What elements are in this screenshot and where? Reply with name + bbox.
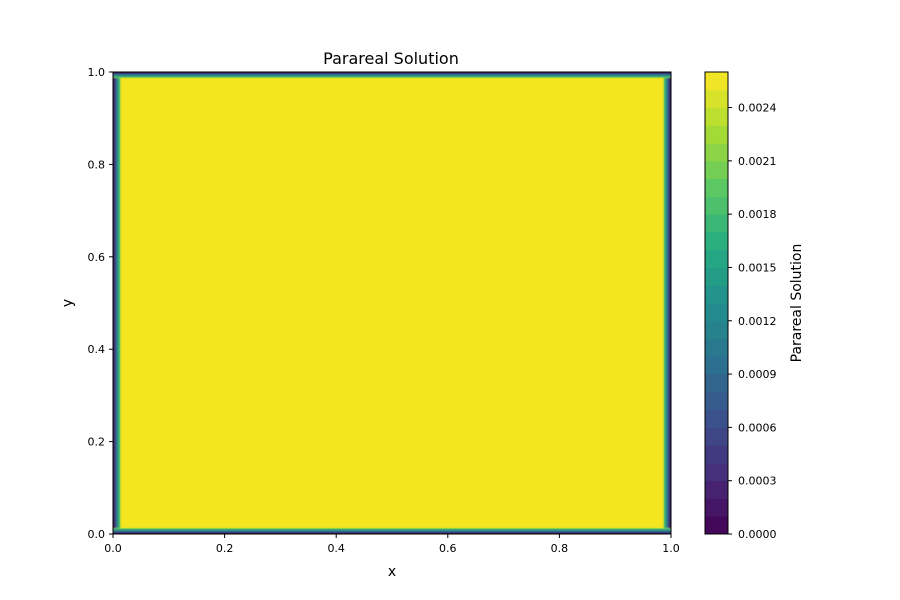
colorbar-tick-label: 0.0006 xyxy=(738,421,777,434)
heatmap-boundary-left xyxy=(113,72,122,534)
colorbar-tick-label: 0.0012 xyxy=(738,315,777,328)
colorbar-band xyxy=(705,445,728,464)
colorbar-band xyxy=(705,125,728,144)
colorbar-tick-label: 0.0003 xyxy=(738,475,777,488)
colorbar-band xyxy=(705,498,728,517)
colorbar-band xyxy=(705,409,728,428)
colorbar-band xyxy=(705,391,728,411)
colorbar-band xyxy=(705,516,728,535)
y-tick-label: 0.6 xyxy=(88,251,106,264)
colorbar-tick-label: 0.0015 xyxy=(738,261,777,274)
x-tick-label: 0.8 xyxy=(551,542,569,555)
colorbar-band xyxy=(705,160,728,180)
colorbar-frame xyxy=(704,71,729,535)
colorbar-band xyxy=(705,462,728,482)
colorbar-tick-label: 0.0009 xyxy=(738,368,777,381)
colorbar-band xyxy=(705,214,728,233)
heatmap-boundary-top xyxy=(113,72,671,79)
y-tick-label: 0.8 xyxy=(88,158,106,171)
x-tick-label: 0.6 xyxy=(439,542,457,555)
y-axis: 0.0 0.2 0.4 0.6 0.8 1.0 xyxy=(88,66,113,541)
y-tick-label: 0.2 xyxy=(88,436,106,449)
x-tick-label: 0.4 xyxy=(327,542,345,555)
colorbar-tick-label: 0.0021 xyxy=(738,155,777,168)
y-tick-label: 0.0 xyxy=(88,528,106,541)
chart-title: Parareal Solution xyxy=(323,49,459,68)
x-tick-label: 0.2 xyxy=(216,542,234,555)
heatmap-interior xyxy=(113,72,671,534)
y-tick-label: 1.0 xyxy=(88,66,106,79)
x-tick-label: 1.0 xyxy=(662,542,680,555)
colorbar-band xyxy=(705,356,728,375)
x-axis: 0.0 0.2 0.4 0.6 0.8 1.0 xyxy=(104,534,680,555)
colorbar-band xyxy=(705,427,728,446)
colorbar-band xyxy=(705,231,728,251)
plot-frame xyxy=(112,71,672,535)
heatmap-boundary-right xyxy=(662,72,671,534)
colorbar-tick-label: 0.0018 xyxy=(738,208,777,221)
colorbar-band xyxy=(705,89,728,109)
colorbar-band xyxy=(705,338,728,357)
colorbar xyxy=(705,72,728,535)
colorbar-band xyxy=(705,196,728,215)
colorbar-band xyxy=(705,143,728,162)
x-tick-label: 0.0 xyxy=(104,542,122,555)
colorbar-tick-label: 0.0024 xyxy=(738,102,777,115)
colorbar-band xyxy=(705,285,728,304)
y-axis-label: y xyxy=(60,299,76,307)
colorbar-band xyxy=(705,480,728,499)
y-tick-label: 0.4 xyxy=(88,343,106,356)
colorbar-band xyxy=(705,178,728,197)
colorbar-band xyxy=(705,303,728,322)
colorbar-band xyxy=(705,267,728,286)
heatmap-field xyxy=(113,72,671,534)
heatmap-boundary-bottom xyxy=(113,527,671,534)
colorbar-band xyxy=(705,374,728,393)
colorbar-band xyxy=(705,72,728,91)
colorbar-tick-label: 0.0000 xyxy=(738,528,777,541)
colorbar-label: Parareal Solution xyxy=(789,244,805,363)
colorbar-band xyxy=(705,107,728,126)
colorbar-band xyxy=(705,320,728,340)
x-axis-label: x xyxy=(388,564,396,580)
colorbar-band xyxy=(705,249,728,268)
colorbar-ticks: 0.0000 0.0003 0.0006 0.0009 0.0012 0.0015 0.00… xyxy=(728,102,777,541)
